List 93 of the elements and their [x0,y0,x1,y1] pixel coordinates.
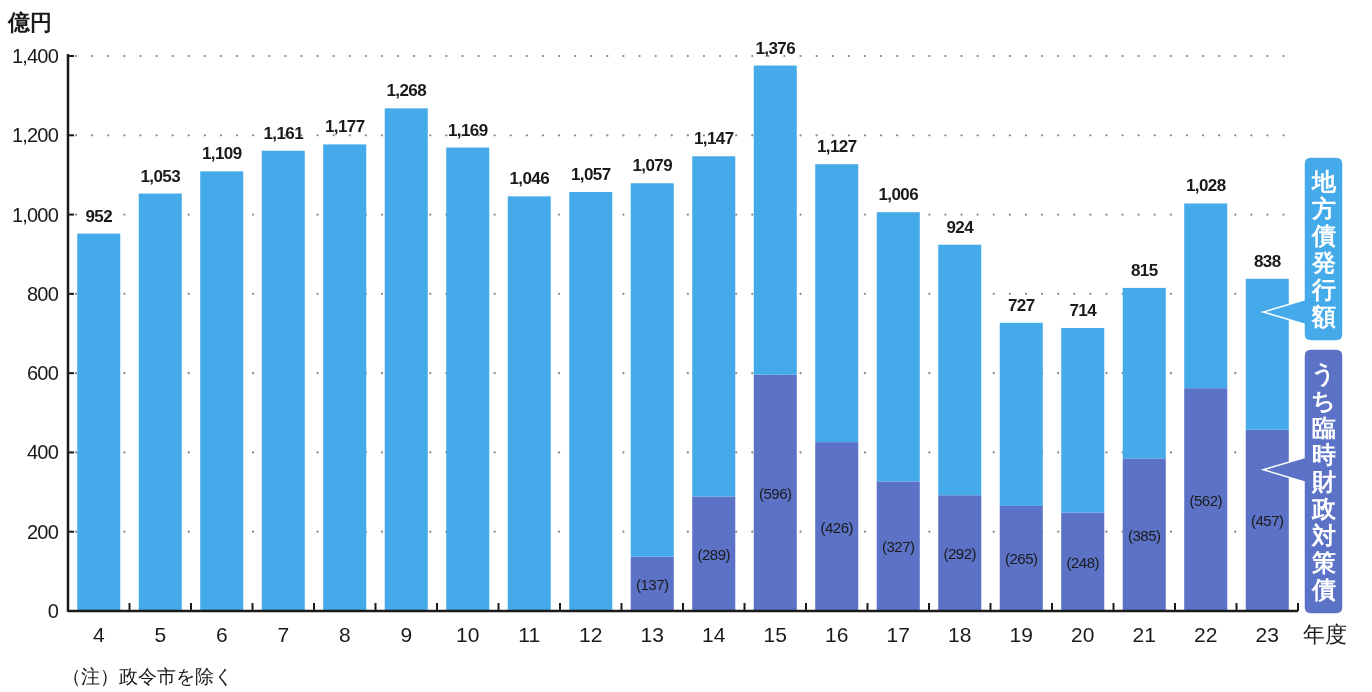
total-label: 1,161 [263,123,304,143]
data-label: (457) [1250,512,1285,530]
x-tick-label: 20 [1071,623,1095,646]
y-tick-label: 0 [47,600,59,622]
bar [999,505,1043,611]
total-label: 1,006 [878,185,919,205]
total-label: 1,268 [386,81,427,101]
total-label: 1,046 [509,169,550,189]
x-tick-label: 8 [338,623,351,646]
x-tick-label: 15 [763,623,787,646]
y-tick-label: 1,400 [11,45,59,67]
bar [876,212,920,482]
y-axis-title: 億円 [7,10,52,35]
total-label: 714 [1069,300,1098,320]
x-tick-label: 21 [1132,623,1156,646]
bar [692,156,736,497]
bar [815,164,859,443]
bar [1184,203,1228,389]
data-label: (562) [1189,491,1223,509]
legend-label: うち臨時財政対策債 [1311,360,1336,603]
total-label: 1,109 [201,144,242,164]
total-label: 1,177 [324,117,365,137]
data-label: (426) [820,518,854,536]
bar [446,147,490,611]
bar [323,144,367,611]
bar [507,196,551,611]
data-label: (292) [943,545,977,563]
bar [1122,458,1166,611]
bar [384,108,428,611]
bar [938,244,982,496]
total-label: 815 [1130,260,1158,280]
y-tick-label: 1,000 [11,203,59,226]
x-tick-label: 19 [1009,623,1033,646]
bar [692,496,736,611]
bar [630,183,674,557]
y-tick-label: 200 [27,520,59,543]
bar [569,191,613,611]
total-label: 924 [946,217,975,237]
x-tick-label: 23 [1255,623,1279,646]
x-tick-label: 6 [215,623,228,646]
bar [753,65,797,375]
total-label: 1,169 [447,120,488,140]
data-label: (596) [758,484,793,502]
bar [630,556,674,611]
bar [1061,512,1105,611]
bar [138,193,182,611]
bar [1184,388,1228,611]
x-tick-label: 12 [579,623,603,646]
bar [200,171,244,611]
x-tick-label: 5 [154,623,167,646]
total-label: 1,057 [570,164,611,184]
y-tick-label: 400 [27,441,59,464]
bar [261,150,305,611]
x-tick-label: 11 [518,623,541,646]
total-label: 952 [85,206,113,226]
data-label: (137) [635,575,670,593]
x-tick-label: 14 [702,623,726,646]
bar [1122,287,1166,459]
bar [876,481,920,611]
y-tick-label: 800 [27,282,59,305]
data-label: (327) [881,538,916,556]
x-tick-label: 13 [640,623,664,646]
data-label: (248) [1066,553,1100,571]
total-label: 1,079 [632,156,673,176]
total-label: 1,053 [140,166,181,186]
y-tick-label: 600 [27,362,59,385]
note: （注）政令市を除く [62,666,233,687]
total-label: 838 [1253,251,1281,271]
bar [815,442,859,611]
legend-label: 地方債発行額 [1311,168,1336,330]
bar [1061,327,1105,513]
total-label: 727 [1007,295,1035,315]
bar [999,322,1043,506]
x-tick-label: 17 [886,623,910,646]
x-tick-label: 16 [825,623,849,646]
bar [938,495,982,611]
bar [753,374,797,611]
data-label: (385) [1127,526,1162,544]
total-label: 1,028 [1185,176,1226,196]
x-tick-label: 18 [948,623,972,646]
x-tick-label: 9 [400,623,413,646]
x-tick-label: 4 [92,623,105,646]
total-label: 1,376 [755,38,796,58]
x-tick-label: 22 [1194,623,1218,646]
y-tick-label: 1,200 [11,124,59,147]
x-axis-title: 年度 [1303,622,1347,647]
bar [77,233,121,611]
x-tick-label: 10 [456,623,480,646]
x-tick-label: 7 [277,623,290,646]
data-label: (289) [697,545,731,563]
data-label: (265) [1004,550,1039,568]
total-label: 1,127 [816,137,857,157]
total-label: 1,147 [693,129,734,149]
